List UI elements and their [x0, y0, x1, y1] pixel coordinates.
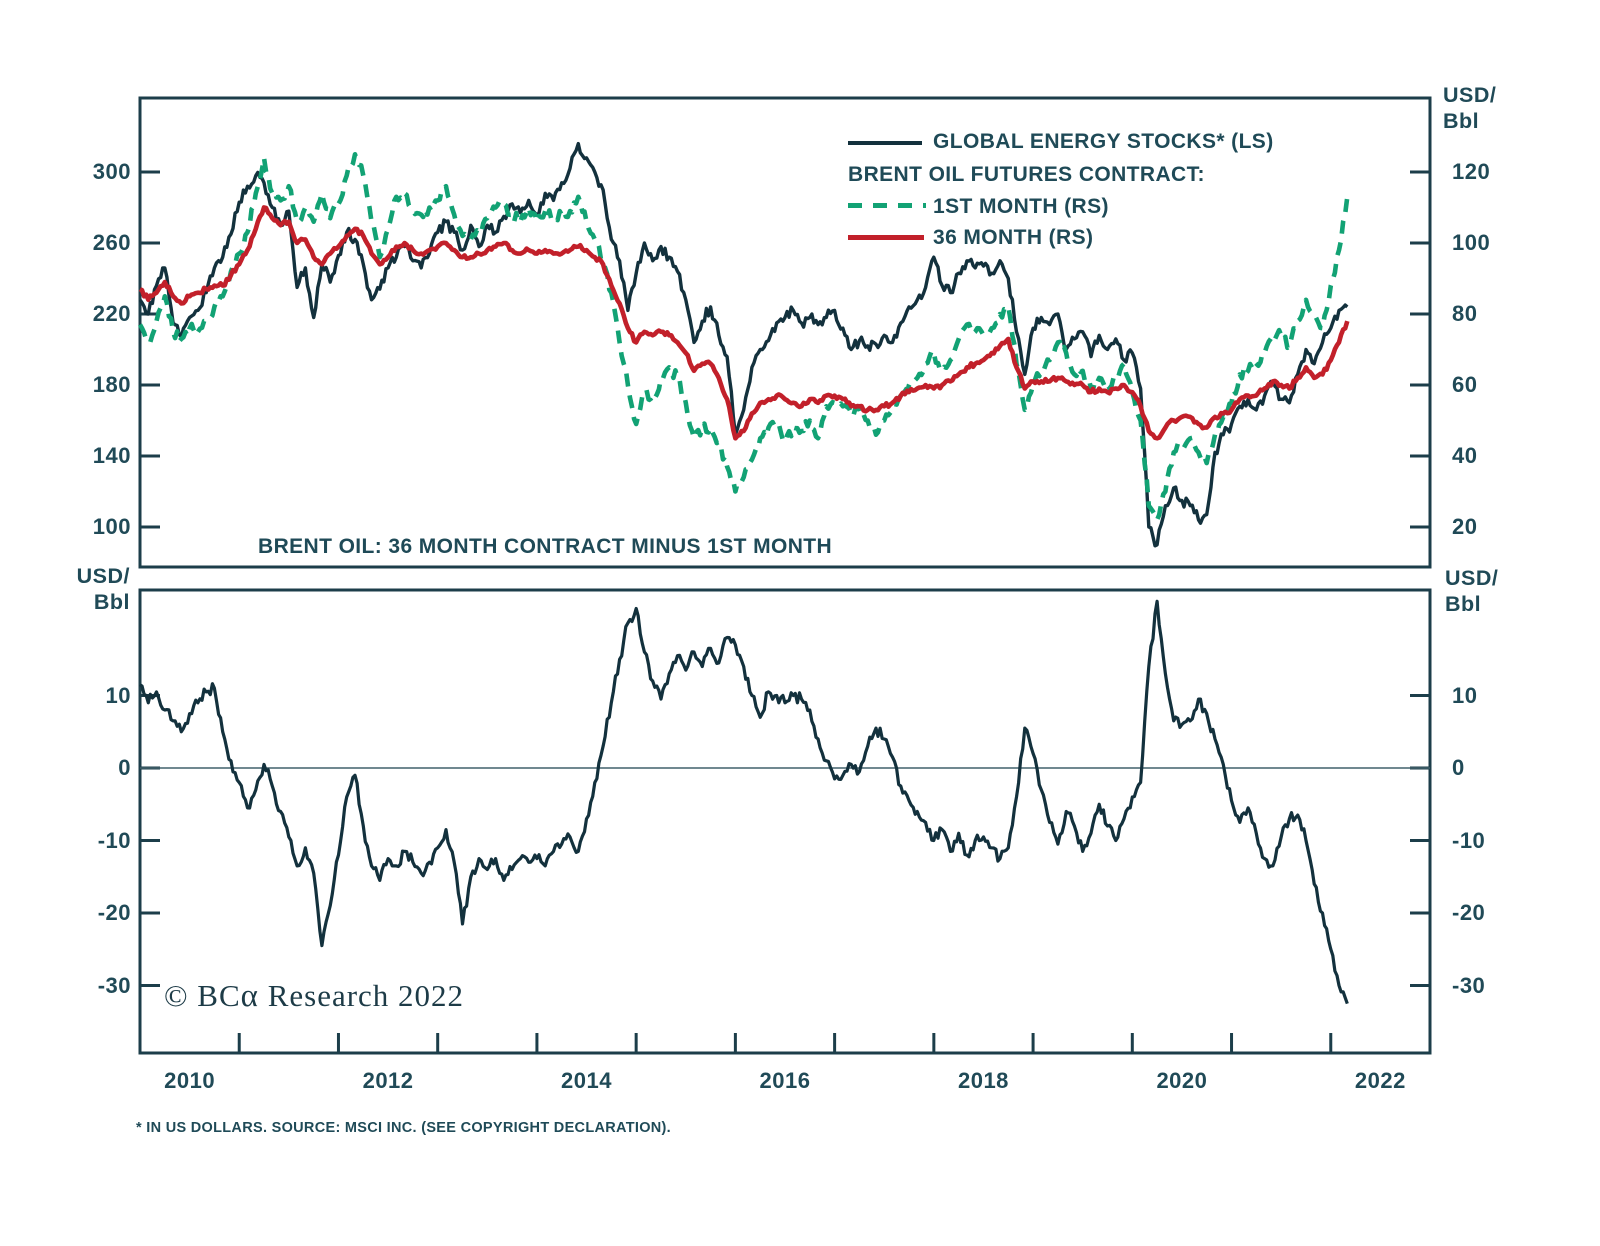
- copyright: © BCα Research 2022: [164, 978, 464, 1015]
- unit-label-top-right: USD/ Bbl: [1443, 82, 1496, 134]
- bottom-left-tick-label: 0: [118, 755, 131, 780]
- top-left-tick-label: 220: [92, 301, 131, 326]
- unit-line-usd: USD/: [1445, 566, 1499, 590]
- series-brent-oil-36-month-rs-: [138, 205, 1350, 441]
- bottom-left-tick-label: -10: [97, 827, 131, 853]
- source-footnote: * IN US DOLLARS. SOURCE: MSCI INC. (SEE …: [136, 1120, 672, 1136]
- unit-line-bbl: Bbl: [1445, 592, 1482, 616]
- legend-label-1st-month: 1ST MONTH (RS): [933, 195, 1109, 218]
- bottom-right-tick-label: 0: [1452, 755, 1465, 780]
- x-axis-year-label: 2012: [362, 1068, 414, 1093]
- unit-line-bbl: Bbl: [93, 590, 130, 614]
- bottom-left-tick-label: -20: [97, 900, 131, 925]
- series-brent-36-month-minus-1st-month: [139, 599, 1349, 1005]
- x-axis-year-label: 2020: [1156, 1068, 1208, 1093]
- legend-line-1st-month: [848, 203, 926, 208]
- top-left-tick-label: 180: [92, 372, 131, 397]
- top-left-tick-label: 300: [92, 159, 131, 184]
- x-axis-year-label: 2018: [957, 1068, 1009, 1093]
- bottom-left-tick-label: 10: [105, 682, 131, 708]
- x-axis-year-label: 2022: [1354, 1068, 1406, 1093]
- series-global-energy-stocks-ls-: [138, 141, 1349, 548]
- unit-label-bottom-right: USD/ Bbl: [1445, 565, 1498, 617]
- copyright-prefix: © BC: [164, 978, 241, 1013]
- x-axis-year-label: 2014: [561, 1068, 612, 1093]
- legend-line-global-energy-stocks: [848, 141, 922, 145]
- unit-line-bbl: Bbl: [1443, 109, 1480, 133]
- top-left-tick-label: 140: [92, 443, 131, 468]
- unit-line-usd: USD/: [1443, 83, 1497, 107]
- series-brent-oil-1st-month-rs-: [137, 152, 1350, 523]
- x-axis-year-label: 2010: [164, 1068, 216, 1093]
- legend-label-brent-oil-futures-contract: BRENT OIL FUTURES CONTRACT:: [848, 163, 1205, 186]
- x-axis-year-label: 2016: [759, 1068, 811, 1093]
- bottom-panel-frame: [138, 588, 1432, 1055]
- bottom-right-tick-label: 10: [1452, 682, 1478, 708]
- legend-label-global-energy-stocks: GLOBAL ENERGY STOCKS* (LS): [933, 130, 1274, 153]
- unit-line-usd: USD/: [76, 564, 130, 588]
- top-right-tick-label: 80: [1452, 301, 1478, 326]
- copyright-suffix: Research 2022: [258, 978, 465, 1013]
- top-right-tick-label: 120: [1452, 159, 1491, 184]
- top-right-tick-label: 20: [1452, 514, 1478, 539]
- legend-label-36-month: 36 MONTH (RS): [933, 226, 1094, 249]
- top-left-tick-label: 100: [92, 514, 131, 539]
- unit-label-bottom-left: USD/ Bbl: [48, 563, 130, 615]
- top-right-tick-label: 100: [1452, 230, 1491, 255]
- bottom-right-tick-label: -10: [1452, 827, 1486, 853]
- top-panel-frame: [138, 96, 1432, 569]
- top-right-tick-label: 40: [1452, 443, 1478, 468]
- top-left-tick-label: 260: [92, 230, 131, 255]
- bottom-panel-title: BRENT OIL: 36 MONTH CONTRACT MINUS 1ST M…: [258, 535, 833, 558]
- bottom-right-tick-label: -30: [1452, 972, 1486, 998]
- legend-line-36-month: [848, 235, 924, 240]
- bottom-left-tick-label: -30: [97, 972, 131, 998]
- top-right-tick-label: 60: [1452, 372, 1478, 397]
- bottom-right-tick-label: -20: [1452, 900, 1486, 925]
- bca-alpha-glyph: α: [240, 978, 259, 1014]
